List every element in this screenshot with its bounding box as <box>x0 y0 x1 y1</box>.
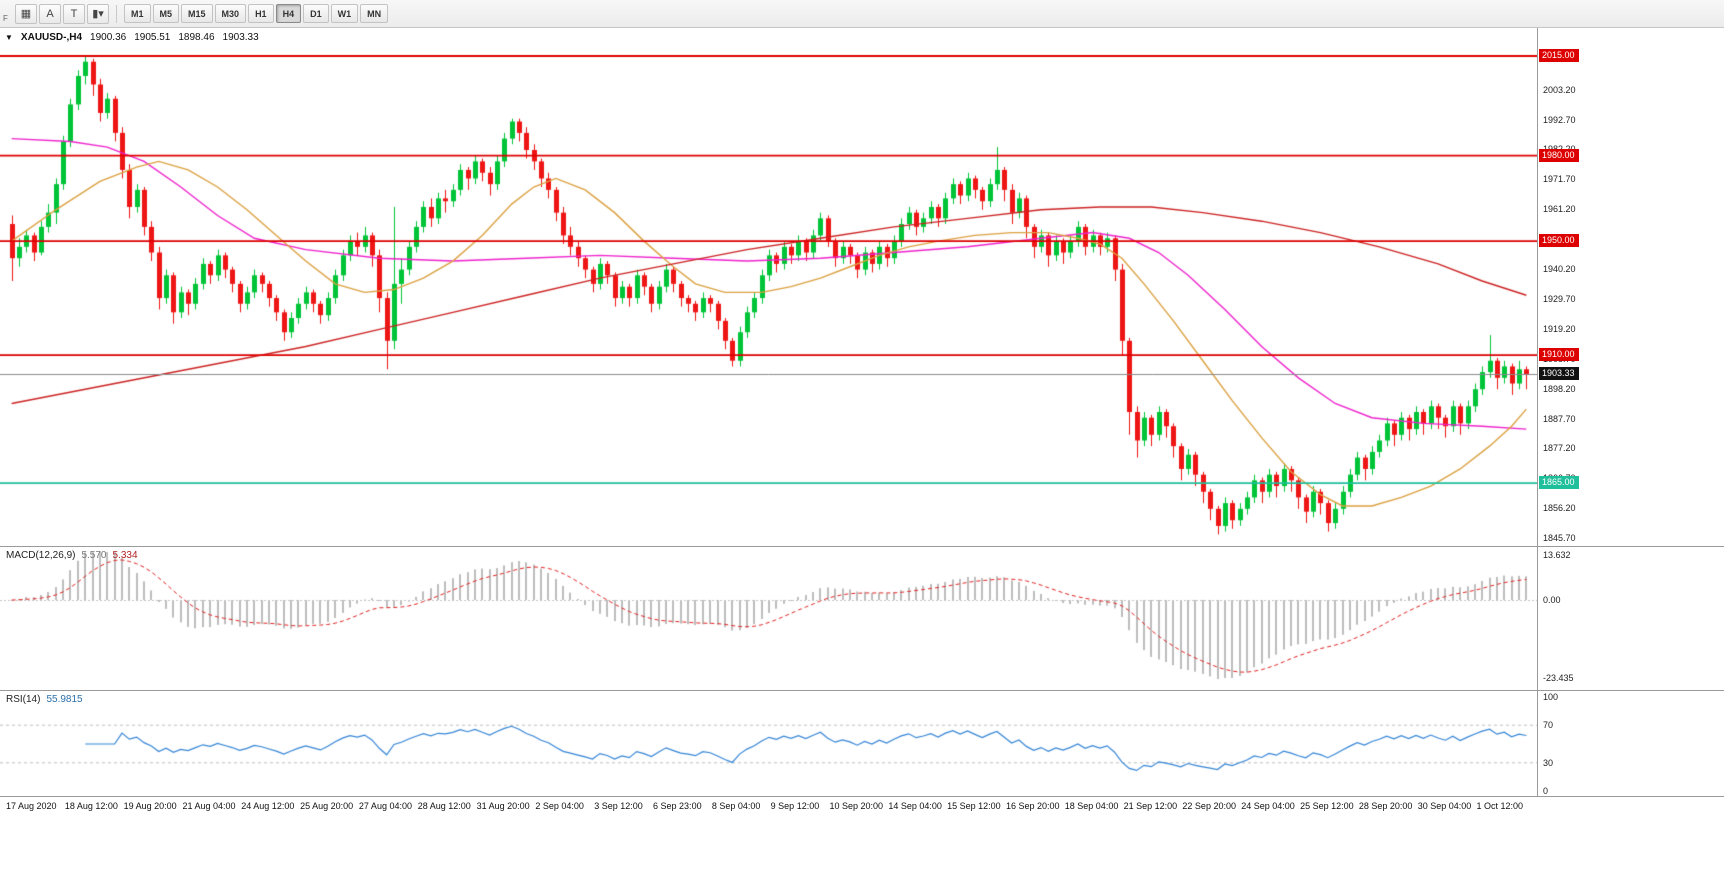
price-tick-label: 1898.20 <box>1543 383 1576 394</box>
price-tick-label: 1856.20 <box>1543 503 1576 514</box>
price-tick-label: 1961.20 <box>1543 204 1576 215</box>
rsi-axis-label: 100 <box>1543 692 1559 702</box>
timeframe-button-w1[interactable]: W1 <box>330 4 359 23</box>
ohlc-high: 1905.51 <box>134 32 171 43</box>
time-axis-label: 1 Oct 12:00 <box>1476 801 1524 811</box>
time-axis-label: 10 Sep 20:00 <box>829 801 884 811</box>
macd-title: MACD(12,26,9) <box>6 550 76 561</box>
time-axis-label: 19 Aug 20:00 <box>123 801 177 811</box>
time-axis-label: 3 Sep 12:00 <box>594 801 643 811</box>
time-axis-label: 27 Aug 04:00 <box>358 801 412 811</box>
time-axis-label: 8 Sep 04:00 <box>711 801 761 811</box>
time-axis-label: 24 Sep 04:00 <box>1241 801 1295 811</box>
price-tick-label: 1845.70 <box>1543 533 1576 544</box>
top-toolbar: F ▦ A T ▮▾ M1 M5 M15 M30 H1 H4 D1 W1 MN <box>0 0 1724 28</box>
time-axis-label: 21 Sep 12:00 <box>1123 801 1178 811</box>
chart-header: ▼ XAUUSD-,H4 1900.36 1905.51 1898.46 190… <box>5 32 259 43</box>
chart-type-icon[interactable]: ▮▾ <box>87 3 109 24</box>
text-icon[interactable]: T <box>63 3 85 24</box>
timeframe-button-h4[interactable]: H4 <box>275 4 302 23</box>
hline-price-badge: 2015.00 <box>1539 49 1579 62</box>
toolbar-separator <box>116 4 117 23</box>
rsi-indicator-label: RSI(14) 55.9815 <box>6 694 83 705</box>
toolbar-grip-label: F <box>3 14 8 23</box>
ohlc-open: 1900.36 <box>90 32 127 43</box>
time-axis-label: 15 Sep 12:00 <box>947 801 1001 811</box>
price-axis[interactable]: 2003.201992.701982.201971.701961.201950.… <box>1537 28 1724 796</box>
macd-value-main: 5.570 <box>81 550 107 561</box>
timeframe-buttons: M1 M5 M15 M30 H1 H4 D1 W1 MN <box>123 4 389 23</box>
macd-value-signal: 5.334 <box>112 550 138 561</box>
timeframe-button-mn[interactable]: MN <box>360 4 389 23</box>
time-axis-label: 31 Aug 20:00 <box>476 801 530 811</box>
time-axis-label: 25 Sep 12:00 <box>1300 801 1354 811</box>
rsi-axis-label: 0 <box>1543 786 1549 796</box>
cursor-a-icon[interactable]: A <box>39 3 61 24</box>
price-tick-label: 2003.20 <box>1543 84 1576 95</box>
time-axis-label: 30 Sep 04:00 <box>1417 801 1472 811</box>
time-axis-label: 28 Aug 12:00 <box>417 801 471 811</box>
ohlc-low: 1898.46 <box>178 32 215 43</box>
ohlc-close: 1903.33 <box>222 32 259 43</box>
time-axis-label: 28 Sep 20:00 <box>1358 801 1413 811</box>
timeframe-button-m1[interactable]: M1 <box>124 4 151 23</box>
price-tick-label: 1887.70 <box>1543 413 1576 424</box>
time-axis-label: 17 Aug 2020 <box>6 801 57 811</box>
hline-price-badge: 1910.00 <box>1539 348 1579 362</box>
macd-axis-label: -23.435 <box>1543 672 1574 683</box>
rsi-title: RSI(14) <box>6 694 41 705</box>
timeframe-button-m15[interactable]: M15 <box>181 4 213 23</box>
price-tick-label: 1877.20 <box>1543 443 1576 454</box>
toolbar-tools: ▦ A T ▮▾ <box>14 3 110 24</box>
rsi-value: 55.9815 <box>46 694 83 705</box>
chart-menu-icon[interactable]: ▼ <box>5 33 13 42</box>
pane-separator-rsi[interactable] <box>0 690 1724 691</box>
rsi-axis-label: 30 <box>1543 757 1554 768</box>
timeframe-button-h1[interactable]: H1 <box>248 4 274 23</box>
time-axis-label: 2 Sep 04:00 <box>535 801 584 811</box>
chart-plot-area[interactable] <box>0 28 1537 796</box>
time-axis-label: 16 Sep 20:00 <box>1005 801 1060 811</box>
time-axis-separator <box>0 796 1724 797</box>
price-tick-label: 1971.70 <box>1543 174 1576 185</box>
timeframe-button-d1[interactable]: D1 <box>303 4 329 23</box>
time-axis-label: 18 Sep 04:00 <box>1064 801 1119 811</box>
macd-axis-label: 0.00 <box>1543 595 1561 605</box>
time-axis-label: 9 Sep 12:00 <box>770 801 820 811</box>
macd-axis-label: 13.632 <box>1543 549 1571 560</box>
price-tick-label: 1919.20 <box>1543 323 1576 334</box>
rsi-axis-label: 70 <box>1543 720 1554 731</box>
macd-indicator-label: MACD(12,26,9) 5.570 5.334 <box>6 550 138 561</box>
hline-price-badge: 1980.00 <box>1539 148 1579 162</box>
time-axis-label: 21 Aug 04:00 <box>182 801 236 811</box>
time-axis-label: 24 Aug 12:00 <box>241 801 295 811</box>
time-axis-label: 18 Aug 12:00 <box>64 801 118 811</box>
price-tick-label: 1929.70 <box>1543 293 1576 304</box>
price-tick-label: 1992.70 <box>1543 114 1576 125</box>
hline-price-badge: 1865.00 <box>1539 476 1579 490</box>
time-axis-label: 22 Sep 20:00 <box>1182 801 1236 811</box>
time-axis-label: 25 Aug 20:00 <box>300 801 354 811</box>
timeframe-button-m30[interactable]: M30 <box>214 4 247 23</box>
pane-separator-macd[interactable] <box>0 546 1724 547</box>
current-price-badge: 1903.33 <box>1539 367 1579 381</box>
grid-icon[interactable]: ▦ <box>15 3 37 24</box>
time-axis-label: 6 Sep 23:00 <box>653 801 702 811</box>
chart-symbol-period: XAUUSD-,H4 <box>20 32 83 43</box>
hline-price-badge: 1950.00 <box>1539 234 1579 248</box>
timeframe-button-m5[interactable]: M5 <box>152 4 180 23</box>
price-tick-label: 1940.20 <box>1543 264 1576 275</box>
time-axis-label: 14 Sep 04:00 <box>888 801 942 811</box>
time-axis[interactable]: 17 Aug 2020 18 Aug 12:00 19 Aug 20:00 21 Au… <box>0 797 1724 896</box>
